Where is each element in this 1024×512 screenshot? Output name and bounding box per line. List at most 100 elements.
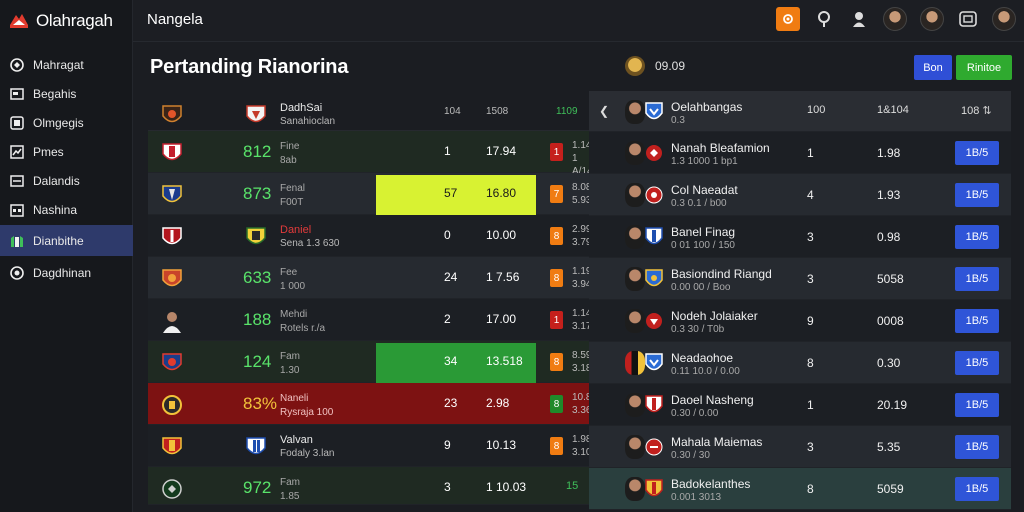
ball-icon — [161, 477, 183, 501]
table-row[interactable]: Valvan Fodaly 3.lan 9 10.13 8 1.98 3.10 — [148, 425, 592, 467]
match-score: 633 — [243, 268, 272, 287]
bet-button[interactable]: 1B/5 — [955, 477, 999, 501]
sidebar-item-dagdhinan[interactable]: Dagdhinan — [0, 258, 133, 287]
avatar[interactable] — [883, 7, 907, 31]
table-row[interactable]: Daoel Nasheng 0.30 / 0.00 1 20.19 1B/5 — [589, 384, 1011, 426]
header-name: Oelahbangas 0.3 — [671, 100, 742, 128]
odd-badge[interactable]: 8 — [550, 437, 563, 455]
col-1: 3 — [807, 230, 814, 244]
match-score: 812 — [243, 142, 272, 161]
bet-button[interactable]: 1B/5 — [955, 141, 999, 165]
rinitoe-button[interactable]: Rinitoe — [956, 55, 1012, 80]
col-2: 10.00 — [486, 228, 517, 242]
player-sub: 0.001 3013 — [671, 492, 722, 503]
avatar[interactable] — [920, 7, 944, 31]
matches-table: DadhSai Sanahioclan 104 1508 1109 812 Fi… — [148, 93, 597, 505]
settings-icon — [783, 14, 793, 24]
sort-icon[interactable]: ⇅ — [982, 105, 992, 117]
bet-button[interactable]: 1B/5 — [955, 435, 999, 459]
col-2: 5059 — [877, 482, 904, 496]
col-2: 0008 — [877, 314, 904, 328]
user-silhouette-icon[interactable] — [848, 8, 870, 30]
player-name-text: Basiondind Riangd — [671, 267, 772, 281]
col-1: 3 — [807, 440, 814, 454]
odd-value-1: 1.98 — [572, 434, 592, 445]
club-crest-icon — [644, 267, 664, 291]
bet-button[interactable]: 1B/5 — [955, 225, 999, 249]
table-row[interactable]: 124 Fam 1.30 34 13.518 8 8.59 3.18 — [148, 341, 592, 383]
player-sub: 0 01 100 / 150 — [671, 240, 735, 251]
sidebar-item-dianbithe[interactable]: Dianbithe — [0, 225, 133, 256]
top-actions — [776, 7, 1016, 31]
odd-badge[interactable]: 8 — [550, 227, 563, 245]
col-1: 2 — [444, 312, 451, 326]
odd-badge[interactable]: 1 — [550, 143, 563, 161]
odd-value-1: 10.86 — [572, 392, 598, 403]
table-row[interactable]: 83% Naneli Rysraja 100 23 2.98 8 10.86 3.3… — [148, 383, 597, 425]
player-name: Nodeh Jolaiaker 0.3 30 / T0b — [671, 309, 758, 337]
bon-button[interactable]: Bon — [914, 55, 952, 80]
sidebar-item-dalandis[interactable]: Dalandis — [0, 166, 133, 195]
odd-badge[interactable]: 8 — [550, 395, 563, 413]
table-row[interactable]: Nodeh Jolaiaker 0.3 30 / T0b 9 0008 1B/5 — [589, 300, 1011, 342]
bet-button[interactable]: 1B/5 — [955, 183, 999, 207]
match-sub-1: Naneli — [280, 393, 309, 404]
col-2: 0.30 — [877, 356, 901, 370]
table-row[interactable]: Banel Finag 0 01 100 / 150 3 0.98 1B/5 — [589, 216, 1011, 258]
sidebar-item-begahis[interactable]: Begahis — [0, 79, 133, 108]
player-name-text: Mahala Maiemas — [671, 435, 763, 449]
header-col-1: 104 — [444, 106, 461, 117]
table-row[interactable]: Daniel Sena 1.3 630 0 10.00 8 2.99 3.79 — [148, 215, 591, 257]
table-row[interactable]: Mahala Maiemas 0.30 / 30 3 5.35 1B/5 — [589, 426, 1011, 468]
odd-badge[interactable]: 1 — [550, 311, 563, 329]
search-icon[interactable] — [813, 8, 835, 30]
sidebar-item-pmes[interactable]: Pmes — [0, 137, 133, 166]
table-row[interactable]: Neadaohoe 0.11 10.0 / 0.00 8 0.30 1B/5 — [589, 342, 1011, 384]
brand[interactable]: Olahragah — [8, 8, 113, 34]
highlight-cell[interactable] — [376, 343, 536, 383]
table-row[interactable]: Col Naeadat 0.3 0.1 / b00 4 1.93 1B/5 — [589, 174, 1011, 216]
table-row[interactable]: Basiondind Riangd 0.00 00 / Boo 3 5058 1B… — [589, 258, 1011, 300]
list-icon — [10, 174, 24, 188]
club-crest-icon — [644, 435, 664, 459]
odd-values: 1.19 3.94 — [572, 265, 591, 291]
odd-value-2: 3.18 — [572, 363, 592, 374]
screen-icon[interactable] — [957, 8, 979, 30]
bet-button[interactable]: 1B/5 — [955, 309, 999, 333]
table-row[interactable]: 812 Fine 8ab 1 17.94 1 1.14 1 A/14 — [148, 131, 593, 177]
club-crest-icon — [161, 103, 183, 127]
odd-badge[interactable]: 7 — [550, 185, 563, 203]
sidebar-item-mahragat[interactable]: Mahragat — [0, 50, 133, 79]
header-col-2: 1508 — [486, 106, 509, 117]
sidebar-item-nashina[interactable]: Nashina — [0, 195, 133, 224]
player-name-text: Banel Finag — [671, 225, 736, 239]
player-avatar — [625, 309, 645, 333]
highlight-cell[interactable] — [376, 175, 536, 215]
table-row[interactable]: 873 Fenal F00T 57 16.80 7 8.08 5.93 — [148, 173, 591, 215]
sidebar-item-olmgegis[interactable]: Olmgegis — [0, 108, 133, 137]
match-team-name: Daniel — [280, 224, 312, 236]
table-row[interactable]: 972 Fam 1.85 3 1 10.03 15 — [148, 467, 589, 505]
match-sub-2: Rysraja 100 — [280, 407, 334, 418]
bet-button[interactable]: 1B/5 — [955, 393, 999, 417]
bet-button[interactable]: 1B/5 — [955, 267, 999, 291]
table-row[interactable]: 633 Fee 1 000 24 1 7.56 8 1.19 3.94 — [148, 257, 591, 299]
table-row[interactable]: Nanah Bleafamion 1.3 1000 1 bp1 1 1.98 1B… — [589, 132, 1011, 174]
player-name: Banel Finag 0 01 100 / 150 — [671, 225, 735, 253]
club-crest-icon — [245, 103, 267, 127]
chevron-left-icon[interactable]: ❮ — [599, 104, 610, 118]
player-name: Basiondind Riangd 0.00 00 / Boo — [671, 267, 772, 295]
col-2: 17.00 — [486, 312, 517, 326]
table-row[interactable]: 188 Mehdi Rotels r./a 2 17.00 1 1.14 3.17 — [148, 299, 591, 341]
notification-button[interactable] — [776, 7, 800, 31]
club-crest-icon — [644, 141, 664, 165]
odd-badge[interactable]: 15 — [566, 480, 579, 492]
avatar[interactable] — [992, 7, 1016, 31]
odd-badge[interactable]: 8 — [550, 353, 563, 371]
odd-badge[interactable]: 8 — [550, 269, 563, 287]
player-photo — [161, 309, 183, 333]
sidebar-item-label: Dianbithe — [33, 233, 84, 248]
bet-button[interactable]: 1B/5 — [955, 351, 999, 375]
table-row[interactable]: Badokelanthes 0.001 3013 8 5059 1B/5 — [589, 468, 1011, 510]
stadium-icon — [10, 234, 24, 248]
